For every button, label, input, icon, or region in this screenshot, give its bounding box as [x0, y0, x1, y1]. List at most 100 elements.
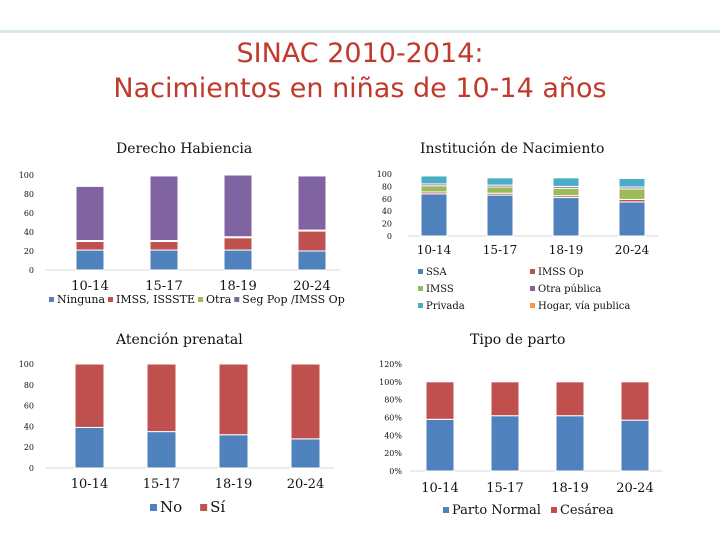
chart1-bar-18-19-seg3 — [223, 174, 253, 238]
chart3-bar-18-19-seg1 — [218, 363, 249, 436]
page-title: SINAC 2010-2014: Nacimientos en niñas de… — [0, 36, 720, 106]
chart1-bar-18-19-seg1 — [223, 237, 253, 251]
chart4-category-label: 10-14 — [421, 481, 458, 496]
chart2-legend-label: IMSS Op — [538, 267, 584, 278]
chart2-ytick-label: 100 — [377, 170, 392, 179]
chart4-bar-10-14-seg0 — [425, 418, 455, 472]
chart2-ytick-label: 20 — [382, 220, 392, 229]
chart1-bar-18-19-seg0 — [223, 249, 253, 271]
chart1-bar-15-17-seg0 — [149, 249, 179, 271]
chart1-ytick-label: 0 — [29, 266, 34, 275]
chart2-bar-18-19-seg5 — [552, 176, 580, 179]
chart2-category-label: 15-17 — [483, 243, 518, 257]
chart3-category-label: 18-19 — [215, 477, 252, 492]
chart1-category-label: 20-24 — [293, 279, 330, 294]
chart4-category-label: 20-24 — [616, 481, 653, 496]
chart3-ytick-label: 60 — [24, 402, 34, 411]
chart3-bar-15-17-seg0 — [146, 431, 177, 469]
chart3-bar-15-17-seg1 — [146, 363, 177, 433]
chart1-ytick-label: 20 — [24, 247, 34, 256]
chart1-bar-10-14-seg0 — [75, 249, 105, 271]
chart2-ytick-label: 60 — [382, 195, 392, 204]
chart1-legend-swatch — [198, 297, 204, 302]
chart3-legend-swatch — [150, 504, 157, 511]
chart2-bar-20-24-seg2 — [618, 188, 646, 200]
chart2-bar-18-19-seg2 — [552, 187, 580, 197]
chart2-bar-20-24-seg5 — [618, 177, 646, 179]
chart1-bar-10-14-seg1 — [75, 241, 105, 251]
chart1-legend-label: Seg Pop /IMSS Op — [242, 293, 344, 306]
chart3-ytick-label: 80 — [24, 381, 34, 390]
chart2-bar-15-17-seg5 — [486, 176, 514, 179]
chart2-legend-swatch — [418, 286, 423, 291]
chart3-bar-20-24-seg0 — [290, 438, 321, 469]
chart1-title: Derecho Habiencia — [116, 141, 253, 157]
chart3-legend-label: No — [160, 498, 182, 516]
chart3-ytick-label: 20 — [24, 443, 34, 452]
chart2-legend-swatch — [530, 269, 535, 274]
page-title-line1: SINAC 2010-2014: — [236, 38, 484, 69]
chart4-bar-10-14-seg1 — [425, 381, 455, 420]
chart2-bar-15-17-seg4 — [486, 177, 514, 186]
chart4-legend-label: Cesárea — [560, 503, 614, 518]
chart3-ytick-label: 40 — [24, 422, 34, 431]
chart1-category-label: 18-19 — [219, 279, 256, 294]
chart3-category-label: 10-14 — [71, 477, 108, 492]
chart1-ytick-label: 60 — [24, 209, 34, 218]
page-title-line2: Nacimientos en niñas de 10-14 años — [113, 73, 607, 104]
chart1-bar-10-14-seg3 — [75, 185, 105, 242]
chart1-legend-label: Ninguna — [57, 293, 105, 306]
chart2-bar-18-19-seg0 — [552, 197, 580, 237]
chart4-ytick-label: 100% — [379, 378, 402, 387]
chart1-bar-15-17-seg1 — [149, 241, 179, 251]
chart4-category-label: 18-19 — [551, 481, 588, 496]
chart4-ytick-label: 80% — [384, 396, 402, 405]
chart2-ytick-label: 80 — [382, 182, 392, 191]
chart1-legend-swatch — [49, 297, 54, 302]
chart2-legend-label: IMSS — [426, 284, 454, 295]
chart1-ytick-label: 100 — [19, 171, 34, 180]
chart1-bar-20-24-seg1 — [297, 230, 327, 252]
chart2-bar-10-14-seg5 — [420, 174, 448, 177]
chart2-bar-10-14-seg0 — [420, 193, 448, 237]
chart1-legend-swatch — [234, 297, 240, 302]
chart1-bar-15-17-seg3 — [149, 175, 179, 242]
chart3-bar-18-19-seg0 — [218, 434, 249, 469]
chart3-bar-20-24-seg1 — [290, 363, 321, 440]
chart4-ytick-label: 120% — [379, 360, 402, 369]
chart4-bar-18-19-seg0 — [555, 415, 585, 472]
chart2-bar-10-14-seg4 — [420, 175, 448, 185]
chart2-title: Institución de Nacimiento — [420, 141, 605, 157]
chart2-legend-swatch — [530, 286, 535, 291]
chart4-legend-label: Parto Normal — [452, 503, 541, 518]
chart1-legend-label: Otra — [206, 293, 232, 306]
chart4-bar-18-19-seg1 — [555, 381, 585, 417]
chart3-title: Atención prenatal — [116, 332, 243, 348]
chart4-legend-swatch — [550, 507, 557, 513]
chart1-legend-swatch — [108, 297, 113, 302]
chart4-bar-20-24-seg1 — [620, 381, 650, 421]
chart3-ytick-label: 100 — [19, 360, 34, 369]
chart4-ytick-label: 60% — [384, 414, 402, 423]
header-divider — [0, 30, 720, 33]
chart1-category-label: 10-14 — [71, 279, 108, 294]
chart3-bar-10-14-seg1 — [74, 363, 105, 428]
chart2-bar-10-14-seg2 — [420, 185, 448, 193]
chart4-ytick-label: 0% — [389, 467, 402, 476]
chart2-legend-swatch — [418, 269, 423, 274]
chart3-bar-10-14-seg0 — [74, 426, 105, 469]
chart2-category-label: 18-19 — [549, 243, 584, 257]
chart2-bar-20-24-seg0 — [618, 201, 646, 237]
chart1-ytick-label: 80 — [24, 190, 34, 199]
chart4-bar-15-17-seg1 — [490, 381, 520, 417]
chart4-category-label: 15-17 — [486, 481, 523, 496]
chart4-ytick-label: 40% — [384, 431, 402, 440]
chart2-legend-label: Privada — [426, 301, 465, 312]
chart3-legend-label: Sí — [210, 498, 225, 516]
chart4-bar-20-24-seg0 — [620, 419, 650, 472]
chart1-category-label: 15-17 — [145, 279, 182, 294]
chart1-bar-20-24-seg0 — [297, 250, 327, 271]
chart3-ytick-label: 0 — [29, 464, 34, 473]
chart2-legend-label: Hogar, vía publica — [538, 301, 630, 312]
